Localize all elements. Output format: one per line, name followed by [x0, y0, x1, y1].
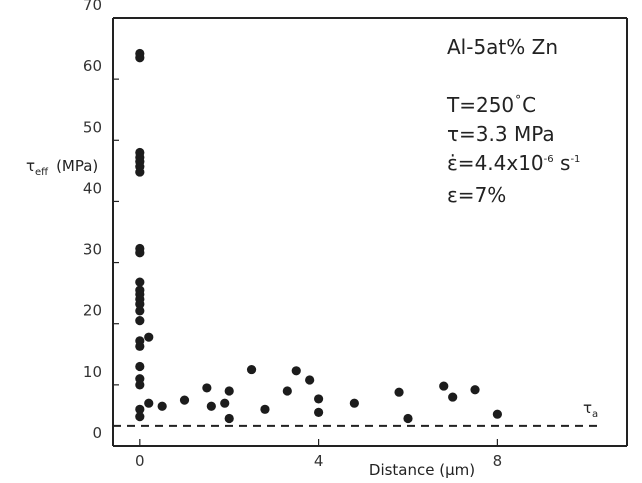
data-point [246, 364, 257, 375]
data-point [492, 409, 502, 419]
axes-group [112, 17, 628, 447]
annotation-strain-rate-prefix: ε̇=4.4x10 [447, 151, 544, 175]
data-point [135, 380, 145, 390]
x-ticks-group: 0 4 8 [135, 439, 502, 470]
annotation-strain-rate: ε̇=4.4x10-6 s-1 [447, 151, 580, 175]
data-point [157, 401, 167, 411]
data-point [179, 395, 190, 405]
data-point [135, 306, 145, 316]
data-point [135, 412, 145, 422]
data-point [403, 413, 413, 424]
y-axis-label-group: τeff (MPa) [26, 157, 98, 178]
annotation-temperature-suffix: C [522, 93, 536, 117]
data-point [439, 381, 449, 391]
x-tick-label: 0 [135, 452, 145, 470]
data-point [224, 386, 234, 396]
data-point [135, 341, 145, 351]
data-point [135, 361, 145, 372]
y-axis-label-symbol: τ [26, 157, 35, 175]
data-point [448, 392, 458, 402]
data-point [135, 404, 145, 414]
reference-line-label: τa [583, 399, 598, 420]
annotation-strain-rate-exponent-1: -6 [544, 154, 554, 165]
y-ticks-group: 0 10 20 30 40 50 60 70 [83, 0, 119, 447]
data-point [291, 366, 301, 376]
data-point [394, 387, 404, 397]
data-point [135, 248, 145, 258]
annotation-strain-rate-mid: s [554, 151, 571, 175]
data-point [135, 316, 145, 326]
data-point [202, 383, 212, 393]
data-point [206, 401, 216, 411]
annotation-temperature: T=250°C [446, 93, 536, 117]
data-point [282, 386, 292, 396]
data-point [305, 375, 315, 385]
data-point [260, 404, 270, 414]
data-point [470, 385, 480, 395]
y-tick-label: 40 [83, 179, 102, 197]
data-point [135, 167, 145, 177]
y-tick-label: 50 [83, 118, 102, 136]
data-point [135, 299, 145, 309]
data-point [224, 413, 234, 424]
y-tick-label: 70 [83, 0, 102, 14]
annotation-temperature-prefix: T=250 [446, 93, 514, 117]
annotation-temperature-degree: ° [515, 93, 521, 107]
annotation-sample: Al-5at% Zn [447, 35, 558, 59]
y-tick-label: 10 [83, 363, 102, 381]
annotation-block: Al-5at% Zn T=250°C τ=3.3 MPa ε̇=4.4x10-6… [446, 35, 580, 207]
y-tick-label: 60 [83, 57, 102, 75]
x-axis-label: Distance (μm) [369, 461, 475, 479]
reference-line-label-symbol: τ [583, 399, 592, 417]
data-point [144, 398, 154, 408]
data-point [144, 332, 154, 342]
annotation-stress: τ=3.3 MPa [447, 122, 555, 146]
reference-line-label-subscript: a [592, 409, 598, 420]
data-point [135, 277, 145, 287]
y-tick-label: 30 [83, 241, 102, 259]
x-tick-label: 8 [493, 452, 503, 470]
data-point [349, 398, 359, 408]
data-point [135, 53, 145, 63]
data-point [220, 398, 230, 408]
x-tick-label: 4 [314, 452, 324, 470]
data-points-group [135, 48, 502, 424]
annotation-strain-rate-exponent-2: -1 [570, 154, 580, 165]
data-point [314, 394, 324, 404]
annotation-strain: ε=7% [447, 183, 506, 207]
y-axis-label-unit: (MPa) [56, 157, 98, 175]
y-tick-label: 0 [92, 424, 102, 442]
data-point [314, 407, 324, 417]
y-tick-label: 20 [83, 302, 102, 320]
y-axis-label: τeff (MPa) [26, 157, 98, 178]
y-axis-label-subscript: eff [35, 167, 49, 178]
